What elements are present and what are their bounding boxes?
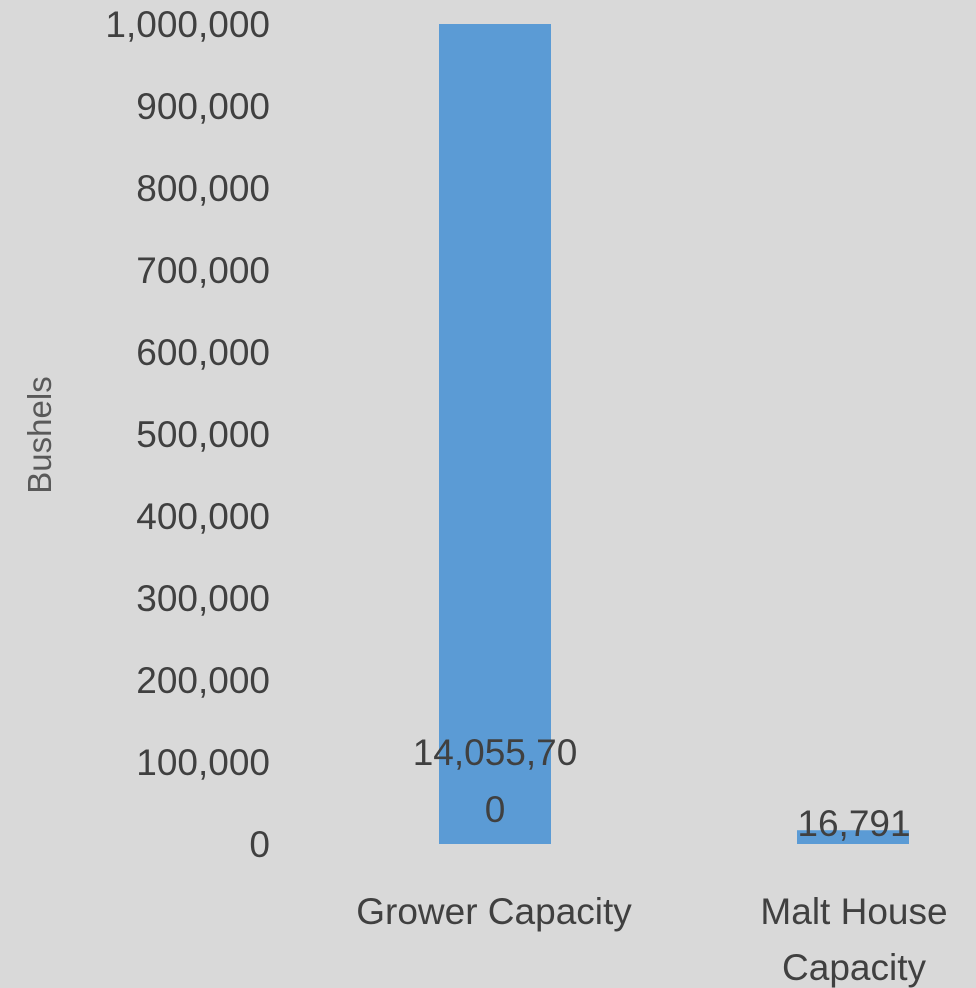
- y-tick-label: 500,000: [136, 414, 270, 455]
- data-label: 16,791: [797, 803, 910, 844]
- y-axis-title: Bushels: [21, 376, 58, 493]
- y-tick-label: 700,000: [136, 250, 270, 291]
- data-label: 14,055,70: [413, 732, 578, 773]
- bar: [797, 830, 909, 844]
- data-label: 0: [485, 789, 506, 830]
- y-axis: 0 100,000 200,000 300,000 400,000 500,000 600,…: [105, 4, 270, 865]
- category-label: Capacity: [782, 947, 926, 988]
- bar: [439, 24, 551, 844]
- y-tick-label: 300,000: [136, 578, 270, 619]
- y-tick-label: 800,000: [136, 168, 270, 209]
- data-labels: 14,055,70 0 16,791: [413, 732, 911, 844]
- y-tick-label: 1,000,000: [105, 4, 270, 45]
- y-tick-label: 900,000: [136, 86, 270, 127]
- category-label: Grower Capacity: [356, 891, 632, 932]
- x-axis: Grower Capacity Malt House Capacity: [356, 891, 947, 988]
- y-tick-label: 100,000: [136, 742, 270, 783]
- bars: [439, 24, 909, 844]
- y-tick-label: 400,000: [136, 496, 270, 537]
- y-tick-label: 200,000: [136, 660, 270, 701]
- y-tick-label: 600,000: [136, 332, 270, 373]
- y-tick-label: 0: [249, 824, 270, 865]
- category-label: Malt House: [760, 891, 947, 932]
